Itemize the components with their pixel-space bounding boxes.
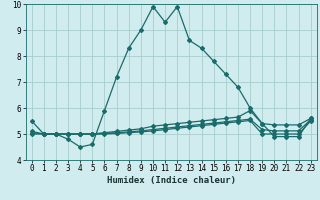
X-axis label: Humidex (Indice chaleur): Humidex (Indice chaleur) — [107, 176, 236, 185]
